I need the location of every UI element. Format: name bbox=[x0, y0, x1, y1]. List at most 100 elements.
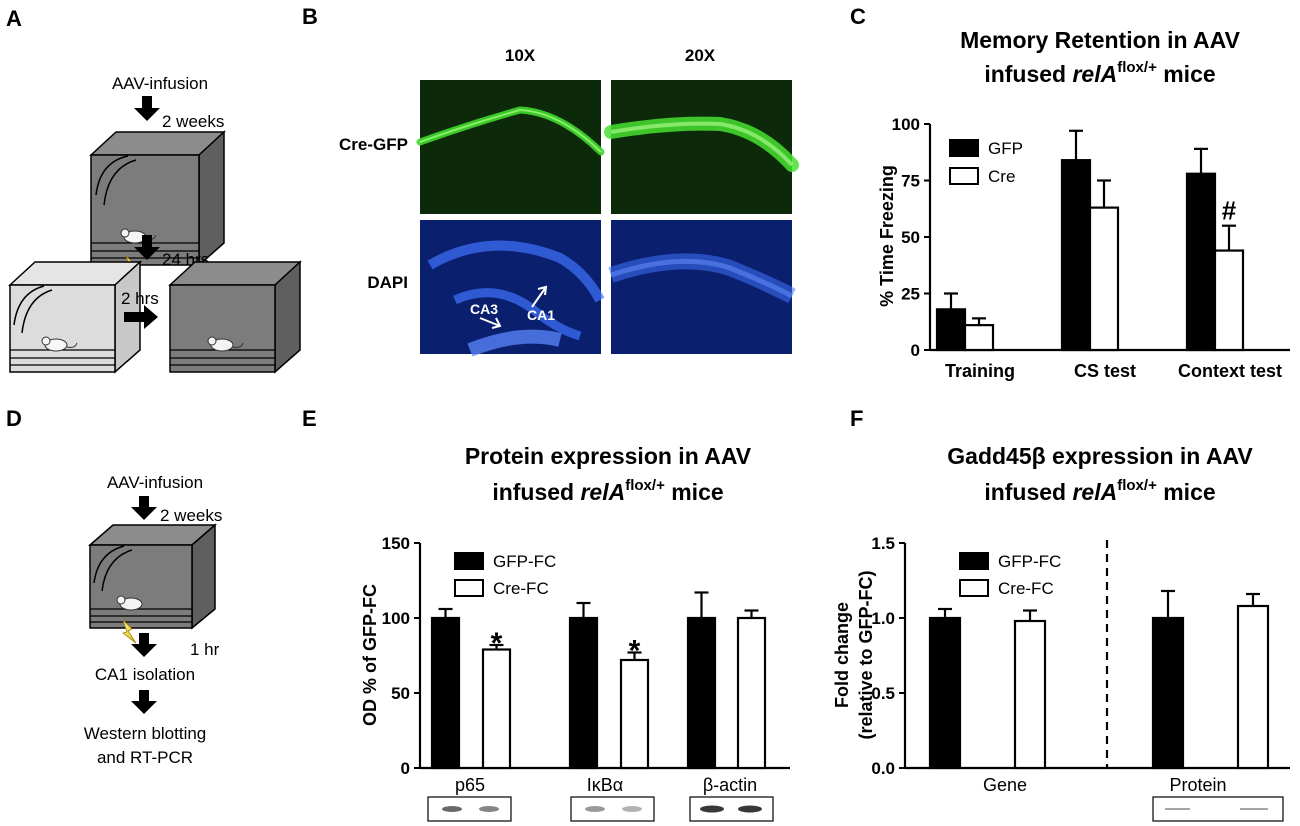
chart-e-legend-swatch-gfp-fc bbox=[454, 552, 484, 570]
arrow-right-icon bbox=[124, 305, 158, 329]
chart-e-category-label: β-actin bbox=[703, 775, 757, 795]
chart-e-bar-cre-fc-0 bbox=[481, 648, 512, 770]
arrow-down-icon bbox=[131, 690, 157, 714]
chart-c-y-tick-label: 25 bbox=[901, 285, 920, 304]
chart-c-bar-gfp-0 bbox=[935, 308, 967, 352]
chart-c-category-label: CS test bbox=[1074, 361, 1136, 381]
chart-f-y-tick-label: 0.0 bbox=[871, 759, 895, 778]
ca3-arrow-icon bbox=[479, 317, 502, 329]
panel-a-interval-1: 2 weeks bbox=[162, 112, 224, 131]
panel-label-e: E bbox=[302, 406, 317, 431]
chart-e-significance-marker: * bbox=[629, 635, 641, 668]
chart-c-category-label: Training bbox=[945, 361, 1015, 381]
chart-c-bar-gfp-2 bbox=[1185, 172, 1217, 352]
arrow-down-icon bbox=[131, 496, 157, 520]
panel-label-c: C bbox=[850, 4, 866, 29]
chart-f-ylabel-line2: (relative to GFP-FC) bbox=[856, 570, 876, 739]
chart-c-y-tick-label: 75 bbox=[901, 172, 920, 191]
chart-e-title-line1: Protein expression in AAV bbox=[465, 443, 752, 469]
chart-e-y-tick-label: 0 bbox=[401, 759, 410, 778]
chart-e-bar-gfp-fc-0 bbox=[430, 616, 461, 770]
western-blot-strips bbox=[427, 796, 774, 822]
image-cre-gfp-10x bbox=[416, 80, 605, 214]
chart-e-title-line2: infused relAflox/+ mice bbox=[492, 477, 723, 505]
chart-e-significance-marker: * bbox=[491, 627, 503, 660]
micrograph-col-20x: 20X bbox=[685, 46, 716, 65]
panel-d-step-western: Western blotting bbox=[84, 724, 207, 743]
chart-f-title-line2: infused relAflox/+ mice bbox=[984, 477, 1215, 505]
chart-f-bar-gfp-fc-0 bbox=[928, 616, 962, 770]
image-dapi-20x bbox=[608, 220, 796, 354]
panel-a-interval-3: 2 hrs bbox=[121, 289, 159, 308]
chart-f-bar-gfp-fc-1 bbox=[1151, 616, 1185, 770]
chart-c-significance-marker: # bbox=[1222, 196, 1237, 226]
chart-e-bar-cre-fc-2 bbox=[736, 616, 767, 770]
label-ca3: CA3 bbox=[470, 301, 498, 317]
chart-c-ylabel: % Time Freezing bbox=[877, 165, 897, 307]
panel-a-schematic: AAV-infusion 2 weeks 24 hrs bbox=[8, 74, 302, 374]
chart-c-category-label: Context test bbox=[1178, 361, 1282, 381]
label-ca1: CA1 bbox=[527, 307, 555, 323]
chart-f-bar-cre-fc-1 bbox=[1236, 604, 1270, 770]
shock-bolt-icon bbox=[122, 619, 137, 644]
panel-d-interval-2: 1 hr bbox=[190, 640, 220, 659]
chart-e-legend-label-cre-fc: Cre-FC bbox=[493, 579, 549, 598]
panel-a-step-infusion: AAV-infusion bbox=[112, 74, 208, 93]
chart-e-bar-gfp-fc-2 bbox=[686, 616, 717, 770]
chart-c-legend-swatch-gfp bbox=[949, 139, 979, 157]
chart-c-legend-swatch-cre bbox=[949, 167, 979, 185]
chart-f-y-tick-label: 0.5 bbox=[871, 684, 895, 703]
chart-f-legend-swatch-gfp-fc bbox=[959, 552, 989, 570]
chart-f-y-tick-label: 1.0 bbox=[871, 609, 895, 628]
chart-e-bar-gfp-fc-1 bbox=[568, 616, 599, 770]
chart-e-legend-label-gfp-fc: GFP-FC bbox=[493, 552, 556, 571]
chart-f-legend-label-gfp-fc: GFP-FC bbox=[998, 552, 1061, 571]
chart-c-bar-cre-2 bbox=[1213, 249, 1245, 352]
chart-c-y-tick-label: 100 bbox=[892, 115, 920, 134]
panel-label-b: B bbox=[302, 4, 318, 29]
chart-e-bar-cre-fc-1 bbox=[619, 658, 650, 770]
chart-e-y-tick-label: 100 bbox=[382, 609, 410, 628]
chart-c: Memory Retention in AAV infused relAflox… bbox=[877, 27, 1290, 381]
chart-c-bar-gfp-1 bbox=[1060, 159, 1092, 352]
chart-f-title-line1: Gadd45β expression in AAV bbox=[947, 443, 1253, 469]
micrograph-col-10x: 10X bbox=[505, 46, 536, 65]
conditioning-chamber-icon bbox=[87, 523, 218, 644]
chart-f-category-label: Protein bbox=[1169, 775, 1226, 795]
panel-label-a: A bbox=[6, 6, 22, 31]
chart-f-ylabel-line1: Fold change bbox=[832, 602, 852, 708]
panel-label-f: F bbox=[850, 406, 863, 431]
chart-c-legend-label-gfp: GFP bbox=[988, 139, 1023, 158]
chart-c-bar-cre-1 bbox=[1088, 206, 1120, 352]
arrow-down-icon bbox=[134, 235, 160, 260]
panel-d-step-infusion: AAV-infusion bbox=[107, 473, 203, 492]
arrow-down-icon bbox=[134, 96, 160, 121]
chart-f-legend-label-cre-fc: Cre-FC bbox=[998, 579, 1054, 598]
image-cre-gfp-20x bbox=[604, 80, 799, 214]
chart-c-bar-cre-0 bbox=[963, 324, 995, 352]
test-chamber-icon bbox=[168, 260, 302, 374]
chart-c-y-tick-label: 0 bbox=[911, 341, 920, 360]
context-chamber-icon bbox=[8, 260, 142, 374]
panel-d-interval-1: 2 weeks bbox=[160, 506, 222, 525]
chart-f-legend-swatch-cre-fc bbox=[959, 579, 989, 597]
panel-b-micrographs: 10X 20X Cre-GFP DAPI CA3 CA1 bbox=[339, 46, 799, 357]
arrow-down-icon bbox=[131, 633, 157, 657]
chart-e-legend-swatch-cre-fc bbox=[454, 579, 484, 597]
chart-c-legend-label-cre: Cre bbox=[988, 167, 1015, 186]
chart-c-y-tick-label: 50 bbox=[901, 228, 920, 247]
blot-strip-ikba bbox=[570, 796, 655, 822]
panel-label-d: D bbox=[6, 406, 22, 431]
panel-d-step-isolation: CA1 isolation bbox=[95, 665, 195, 684]
chart-f-category-label: Gene bbox=[983, 775, 1027, 795]
chart-e-ylabel: OD % of GFP-FC bbox=[360, 584, 380, 726]
chart-e-y-tick-label: 50 bbox=[391, 684, 410, 703]
micrograph-row-dapi: DAPI bbox=[367, 273, 408, 292]
chart-e-category-label: IκBα bbox=[587, 775, 623, 795]
chart-e-category-label: p65 bbox=[455, 775, 485, 795]
chart-c-title-line2: infused relAflox/+ mice bbox=[984, 59, 1215, 87]
chart-e-y-tick-label: 150 bbox=[382, 534, 410, 553]
panel-d-step-rtpcr: and RT-PCR bbox=[97, 748, 193, 767]
image-dapi-10x: CA3 CA1 bbox=[420, 220, 605, 357]
